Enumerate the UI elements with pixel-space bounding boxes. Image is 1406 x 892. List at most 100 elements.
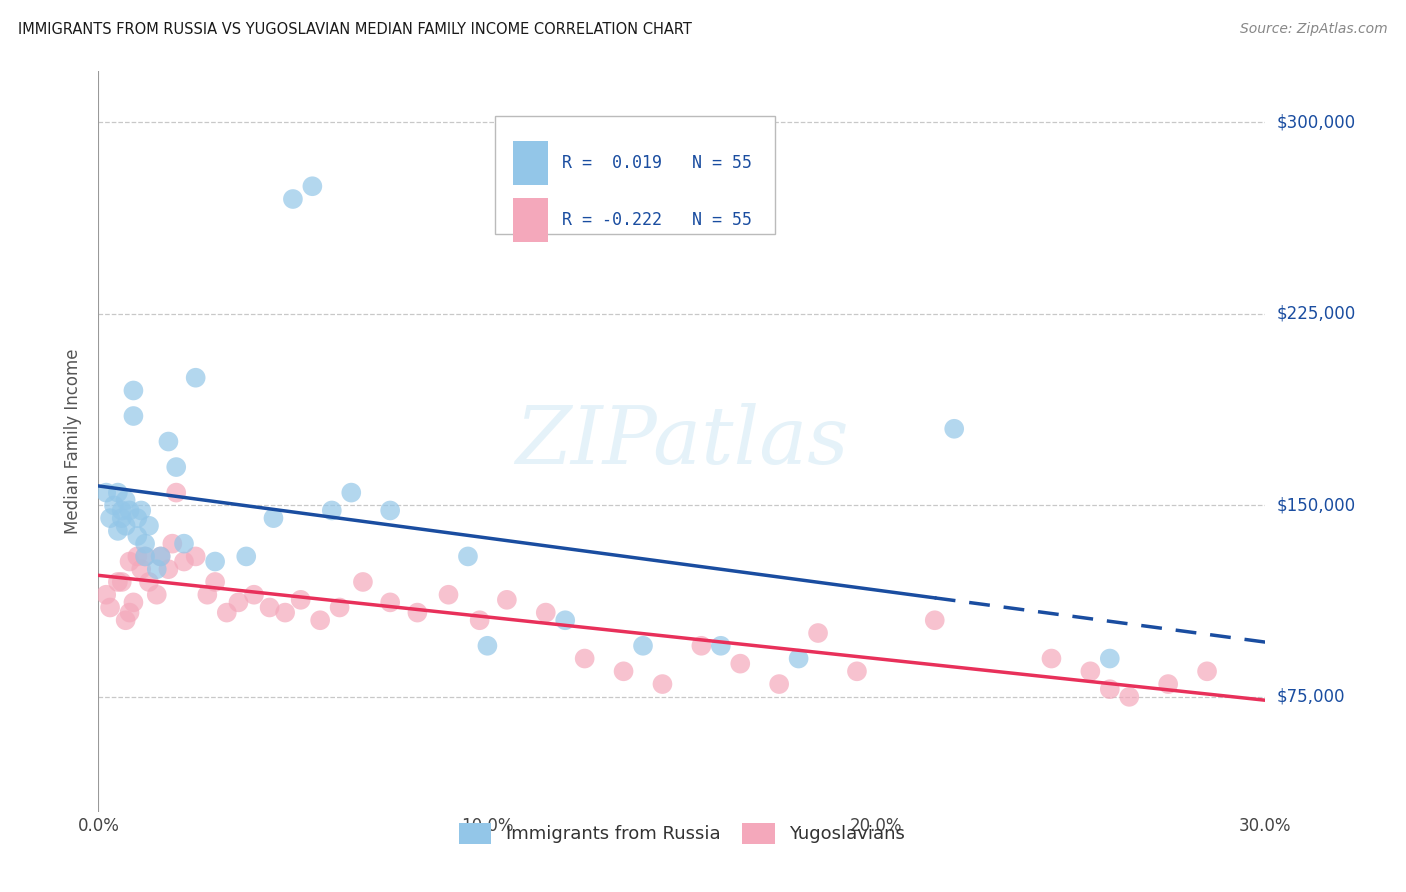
Point xyxy=(114,493,136,508)
Point xyxy=(149,549,172,564)
Point xyxy=(329,600,352,615)
Point xyxy=(162,536,184,550)
Point xyxy=(129,562,152,576)
Point xyxy=(574,651,596,665)
Point xyxy=(613,665,636,679)
Point xyxy=(437,588,460,602)
Point xyxy=(215,606,238,620)
Point xyxy=(96,588,118,602)
Text: R =  0.019   N = 55: R = 0.019 N = 55 xyxy=(562,154,752,172)
Point xyxy=(134,549,156,564)
Point xyxy=(114,613,136,627)
Point xyxy=(274,606,297,620)
Point xyxy=(122,409,145,423)
Point xyxy=(321,503,343,517)
Point xyxy=(134,549,156,564)
Point xyxy=(118,606,141,620)
Y-axis label: Median Family Income: Median Family Income xyxy=(65,349,83,534)
Point xyxy=(309,613,332,627)
Point xyxy=(352,574,374,589)
Point xyxy=(262,511,284,525)
Bar xyxy=(513,198,548,243)
Point xyxy=(107,524,129,538)
Legend: Immigrants from Russia, Yugoslavians: Immigrants from Russia, Yugoslavians xyxy=(451,815,912,851)
Point xyxy=(554,613,576,627)
Point xyxy=(184,549,207,564)
Point xyxy=(1098,682,1121,697)
FancyBboxPatch shape xyxy=(495,116,775,235)
Point xyxy=(730,657,752,671)
Point xyxy=(768,677,790,691)
Point xyxy=(111,574,134,589)
Point xyxy=(710,639,733,653)
Point xyxy=(195,588,218,602)
Point xyxy=(127,549,149,564)
Point xyxy=(111,503,134,517)
Text: ZIPatlas: ZIPatlas xyxy=(515,403,849,480)
Point xyxy=(787,651,810,665)
Point xyxy=(631,639,654,653)
Point xyxy=(924,613,946,627)
Point xyxy=(173,536,195,550)
Point xyxy=(380,503,402,517)
Text: $150,000: $150,000 xyxy=(1277,496,1355,515)
Point xyxy=(157,434,180,449)
Point xyxy=(380,595,402,609)
Point xyxy=(1157,677,1180,691)
Point xyxy=(1195,665,1218,679)
Point xyxy=(118,503,141,517)
Text: IMMIGRANTS FROM RUSSIA VS YUGOSLAVIAN MEDIAN FAMILY INCOME CORRELATION CHART: IMMIGRANTS FROM RUSSIA VS YUGOSLAVIAN ME… xyxy=(18,22,692,37)
Point xyxy=(534,606,557,620)
Text: R = -0.222   N = 55: R = -0.222 N = 55 xyxy=(562,211,752,229)
Point xyxy=(129,503,152,517)
Point xyxy=(146,588,169,602)
Point xyxy=(114,518,136,533)
Point xyxy=(406,606,429,620)
Point xyxy=(846,665,869,679)
Point xyxy=(243,588,266,602)
Text: $300,000: $300,000 xyxy=(1277,113,1355,131)
Point xyxy=(457,549,479,564)
Point xyxy=(149,549,172,564)
Point xyxy=(127,529,149,543)
Point xyxy=(184,370,207,384)
Point xyxy=(235,549,257,564)
Point xyxy=(138,574,160,589)
Point xyxy=(134,536,156,550)
Point xyxy=(1098,651,1121,665)
Point xyxy=(107,485,129,500)
Point xyxy=(807,626,830,640)
Point xyxy=(138,518,160,533)
Point xyxy=(477,639,499,653)
Point xyxy=(96,485,118,500)
Point xyxy=(122,595,145,609)
Point xyxy=(228,595,250,609)
Point xyxy=(943,422,966,436)
Point xyxy=(204,574,226,589)
Point xyxy=(122,384,145,398)
Point xyxy=(651,677,673,691)
Point xyxy=(118,555,141,569)
Point xyxy=(259,600,281,615)
Bar xyxy=(513,141,548,186)
Text: $225,000: $225,000 xyxy=(1277,305,1355,323)
Point xyxy=(165,485,187,500)
Point xyxy=(103,499,125,513)
Point xyxy=(1040,651,1063,665)
Point xyxy=(340,485,363,500)
Point xyxy=(1080,665,1102,679)
Point xyxy=(127,511,149,525)
Point xyxy=(111,511,134,525)
Point xyxy=(690,639,713,653)
Point xyxy=(496,592,519,607)
Text: $75,000: $75,000 xyxy=(1277,688,1346,706)
Point xyxy=(281,192,304,206)
Point xyxy=(204,555,226,569)
Point xyxy=(165,460,187,475)
Point xyxy=(98,511,121,525)
Point xyxy=(173,555,195,569)
Point xyxy=(290,592,312,607)
Point xyxy=(157,562,180,576)
Point xyxy=(301,179,323,194)
Point xyxy=(1118,690,1140,704)
